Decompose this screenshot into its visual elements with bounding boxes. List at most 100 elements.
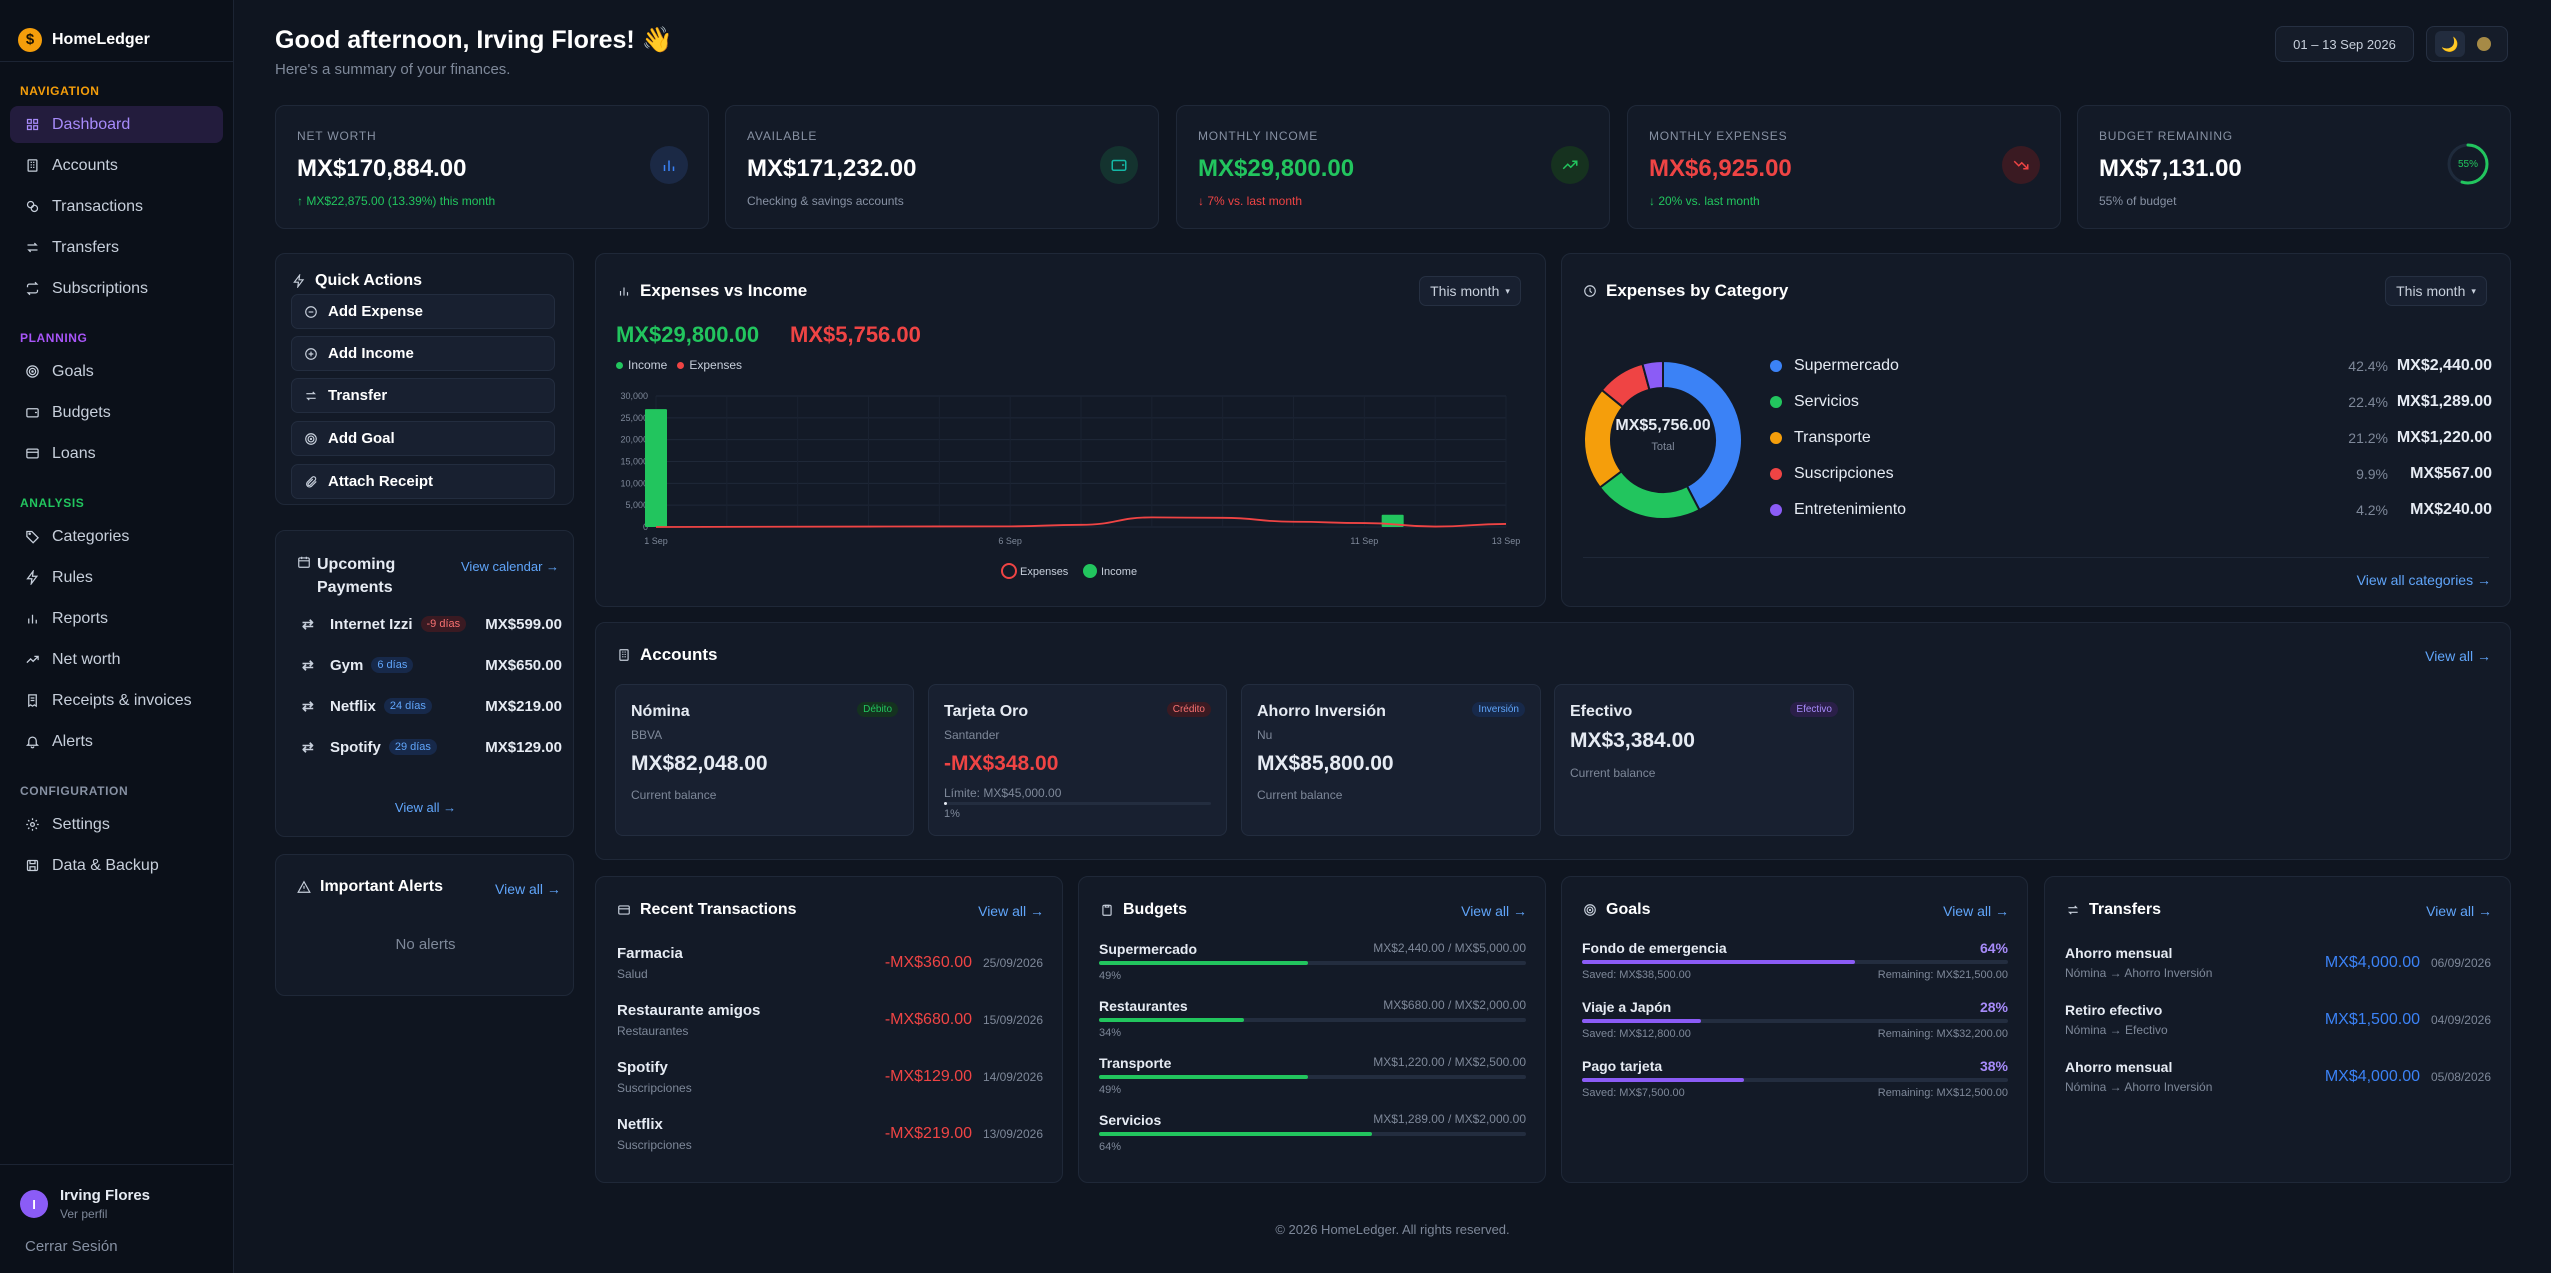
sidebar-item-label: Loans <box>52 444 96 462</box>
period-select[interactable]: This month ▾ <box>1419 276 1521 306</box>
transfer-button[interactable]: Transfer <box>291 378 555 413</box>
donut-slice[interactable] <box>1662 360 1743 512</box>
donut-slice[interactable] <box>1598 469 1701 520</box>
sidebar-item-settings[interactable]: Settings <box>10 806 223 843</box>
sidebar-item-rules[interactable]: Rules <box>10 559 223 596</box>
view-all-budgets-link[interactable]: View all → <box>1461 903 1527 919</box>
y-tick-label: 25,000 <box>620 413 648 423</box>
expenses-by-category-card: Expenses by Category This month ▾ MX$5,75… <box>1561 253 2511 607</box>
payment-row[interactable]: ⇄ Gym 6 días MX$650.00 <box>302 653 562 677</box>
sun-icon[interactable] <box>2469 31 2499 57</box>
sidebar-item-subscriptions[interactable]: Subscriptions <box>10 270 223 307</box>
paperclip-icon <box>306 475 317 487</box>
view-all-transactions-link[interactable]: View all → <box>978 903 1044 919</box>
logout-button[interactable]: Cerrar Sesión <box>25 1238 118 1255</box>
add-goal-button[interactable]: Add Goal <box>291 421 555 456</box>
view-calendar-link[interactable]: View calendar → <box>461 559 560 574</box>
target-icon <box>305 432 317 445</box>
view-all-payments-link[interactable]: View all → <box>394 800 457 815</box>
sidebar-item-label: Reports <box>52 609 109 627</box>
budget-progress-fill <box>1099 1075 1309 1079</box>
account-name: Nómina <box>631 703 690 720</box>
sidebar-item-label: Receipts & invoices <box>52 691 192 709</box>
add-income-button[interactable]: Add Income <box>291 336 555 371</box>
account-card[interactable]: Nómina Débito BBVA MX$82,048.00 Current … <box>615 684 914 836</box>
user-name: Irving Flores <box>60 1187 151 1204</box>
transfer-route: Nómina → Ahorro Inversión <box>2065 966 2213 980</box>
category-row[interactable]: Transporte 21.2% MX$1,220.00 <box>1770 429 2492 447</box>
sidebar-item-net-worth[interactable]: Net worth <box>10 641 223 678</box>
sidebar-item-receipts-invoices[interactable]: Receipts & invoices <box>10 682 223 719</box>
budget-progress-fill <box>1099 961 1309 965</box>
goal-saved: Saved: MX$12,800.00 <box>1582 1028 1691 1040</box>
account-card[interactable]: Tarjeta Oro Crédito Santander -MX$348.00… <box>928 684 1227 836</box>
sidebar-item-label: Data & Backup <box>52 856 159 874</box>
kpi-sub: ↓ 20% vs. last month <box>1649 194 1760 208</box>
category-pct: 4.2% <box>2356 502 2388 518</box>
goals-title: Goals <box>1583 901 1650 919</box>
legend-swatch <box>1770 360 1782 372</box>
sidebar-item-reports[interactable]: Reports <box>10 600 223 637</box>
transaction-name: Restaurante amigos <box>617 1002 761 1019</box>
legend-swatch <box>1770 432 1782 444</box>
budget-name: Servicios <box>1099 1112 1162 1128</box>
quick-actions-title: Quick Actions <box>292 272 422 290</box>
sidebar-item-categories[interactable]: Categories <box>10 518 223 555</box>
account-card[interactable]: Efectivo Efectivo MX$3,384.00 Current ba… <box>1554 684 1854 836</box>
avatar: I <box>20 1190 48 1218</box>
sidebar-item-alerts[interactable]: Alerts <box>10 723 223 760</box>
legend-expenses-label: Expenses <box>1020 566 1069 578</box>
payment-row[interactable]: ⇄ Spotify 29 días MX$129.00 <box>302 735 562 759</box>
payment-row[interactable]: ⇄ Netflix 24 días MX$219.00 <box>302 694 562 718</box>
sidebar-item-transactions[interactable]: Transactions <box>10 188 223 225</box>
brand[interactable]: $ HomeLedger <box>0 0 233 62</box>
view-profile-link[interactable]: Ver perfil <box>60 1207 108 1221</box>
sidebar-item-loans[interactable]: Loans <box>10 435 223 472</box>
sidebar-item-accounts[interactable]: Accounts <box>10 147 223 184</box>
view-all-goals-link[interactable]: View all → <box>1943 903 2009 919</box>
transfer-date: 04/09/2026 <box>2430 1013 2491 1027</box>
category-row[interactable]: Supermercado 42.4% MX$2,440.00 <box>1770 357 2492 375</box>
budget-pct: 49% <box>1099 1084 1122 1096</box>
kpi-monthly-expenses: MONTHLY EXPENSES MX$6,925.00 ↓ 20% vs. l… <box>1627 105 2061 229</box>
budget-range: MX$1,220.00 / MX$2,500.00 <box>1373 1055 1526 1069</box>
category-row[interactable]: Suscripciones 9.9% MX$567.00 <box>1770 465 2492 483</box>
sidebar-item-label: Subscriptions <box>52 279 149 297</box>
add-expense-button[interactable]: Add Expense <box>291 294 555 329</box>
donut-slice[interactable] <box>1583 388 1625 489</box>
view-all-transfers-link[interactable]: View all → <box>2426 903 2492 919</box>
transfer-amount: MX$1,500.00 <box>2324 1011 2420 1028</box>
transaction-amount: -MX$680.00 <box>884 1011 972 1028</box>
sidebar: $ HomeLedger NAVIGATION Dashboard Accounts… <box>0 0 234 1273</box>
sidebar-item-transfers[interactable]: Transfers <box>10 229 223 266</box>
attach-receipt-button[interactable]: Attach Receipt <box>291 464 555 499</box>
payment-row[interactable]: ⇄ Internet Izzi -9 días MX$599.00 <box>302 612 562 636</box>
donut-slice[interactable] <box>1641 360 1664 392</box>
kpi-sub: ↑ MX$22,875.00 (13.39%) this month <box>297 194 496 208</box>
budget-progress-fill <box>1099 1132 1373 1136</box>
sidebar-nav: NAVIGATION Dashboard Accounts Transactions T… <box>0 84 233 884</box>
account-card[interactable]: Ahorro Inversión Inversión Nu MX$85,800.… <box>1241 684 1541 836</box>
card-icon <box>618 905 630 915</box>
transaction-category: Suscripciones <box>617 1138 692 1152</box>
sidebar-item-data-backup[interactable]: Data & Backup <box>10 847 223 884</box>
transaction-amount: -MX$129.00 <box>884 1068 972 1085</box>
view-all-categories-link[interactable]: View all categories → <box>2356 572 2491 588</box>
transfer-name: Ahorro mensual <box>2065 1059 2173 1075</box>
sidebar-item-dashboard[interactable]: Dashboard <box>10 106 223 143</box>
plus-circle-icon <box>305 347 317 360</box>
bar-chart-icon <box>619 287 629 296</box>
category-period-select[interactable]: This month ▾ <box>2385 276 2487 306</box>
date-range-picker[interactable]: 01 – 13 Sep 2026 <box>2275 26 2414 62</box>
category-row[interactable]: Servicios 22.4% MX$1,289.00 <box>1770 393 2492 411</box>
view-all-accounts-link[interactable]: View all → <box>2425 648 2491 664</box>
view-all-alerts-link[interactable]: View all → <box>495 881 561 897</box>
category-row[interactable]: Entretenimiento 4.2% MX$240.00 <box>1770 501 2492 519</box>
moon-icon[interactable]: 🌙 <box>2435 31 2465 57</box>
sidebar-item-goals[interactable]: Goals <box>10 353 223 390</box>
goal-name: Viaje a Japón <box>1582 999 1672 1015</box>
transfers-title: Transfers <box>2066 901 2161 919</box>
recent-transactions-card: Recent Transactions View all → Farmacia S… <box>595 876 1063 1183</box>
user-profile[interactable]: I Irving Flores Ver perfil <box>0 1164 234 1221</box>
sidebar-item-budgets[interactable]: Budgets <box>10 394 223 431</box>
